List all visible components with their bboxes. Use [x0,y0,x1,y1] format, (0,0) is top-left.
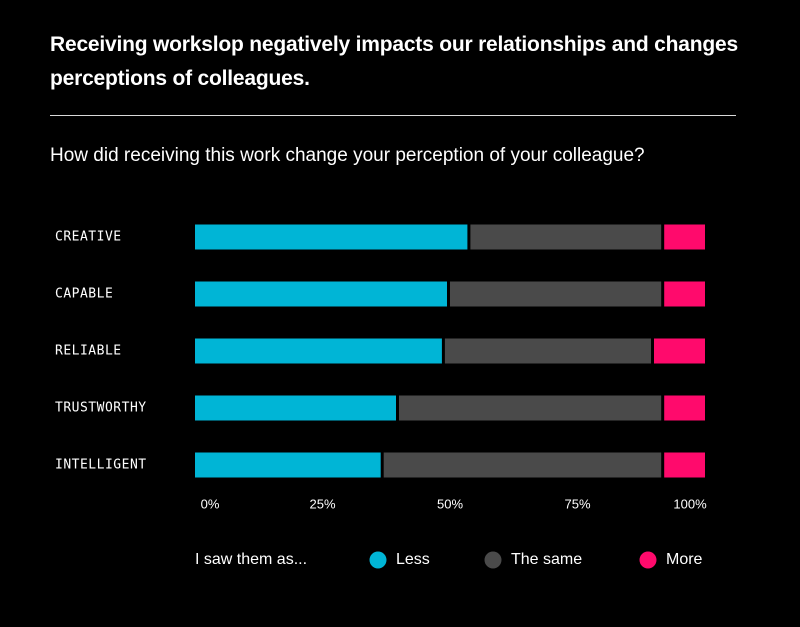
category-label-creative: CREATIVE [55,230,122,245]
bar-capable-the-same [450,281,662,307]
bar-reliable-more [654,338,705,364]
bar-intelligent-more [664,452,705,478]
bar-trustworthy-the-same [399,395,662,421]
category-label-capable: CAPABLE [55,287,113,302]
legend-title: I saw them as... [195,551,307,568]
legend-swatch-the-same [484,551,502,569]
bar-trustworthy-less [195,395,396,421]
legend-label-more: More [666,551,703,568]
bar-creative-less [195,224,468,250]
chart-subtitle: How did receiving this work change your … [50,145,645,166]
bar-capable-more [664,281,705,307]
legend-label-less: Less [396,551,430,568]
bar-reliable-less [195,338,442,364]
chart-headline: Receiving workslop negatively impacts ou… [50,33,738,90]
category-label-trustworthy: TRUSTWORTHY [55,401,147,416]
bar-intelligent-less [195,452,381,478]
legend-swatch-more [639,551,657,569]
bar-trustworthy-more [664,395,705,421]
bar-capable-less [195,281,447,307]
bar-intelligent-the-same [383,452,662,478]
legend-swatch-less [369,551,387,569]
legend-label-the-same: The same [511,551,582,568]
x-tick-label: 100% [673,496,707,511]
category-label-reliable: RELIABLE [55,344,122,359]
category-label-intelligent: INTELLIGENT [55,458,147,473]
bar-creative-the-same [470,224,662,250]
bar-reliable-the-same [444,338,651,364]
bar-creative-more [664,224,705,250]
x-tick-label: 0% [201,496,220,511]
x-tick-label: 50% [437,496,463,511]
x-tick-label: 75% [564,496,590,511]
x-tick-label: 25% [309,496,335,511]
divider-rule [50,115,736,116]
